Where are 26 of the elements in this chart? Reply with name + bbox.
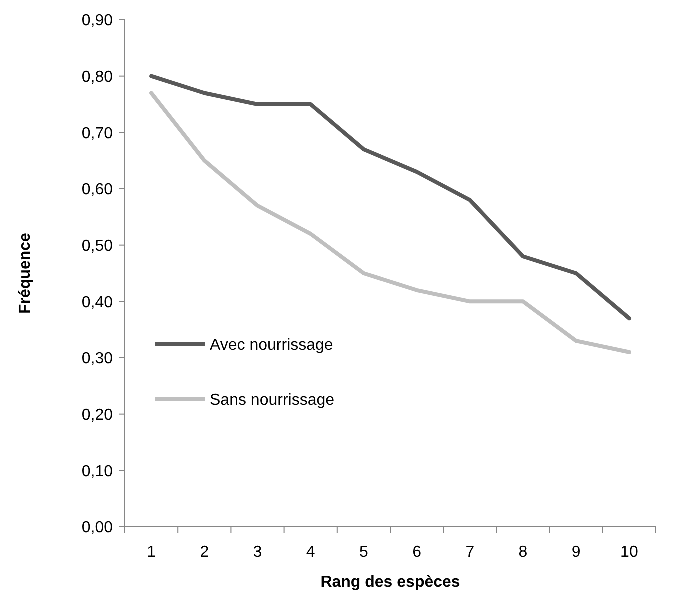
y-tick-label: 0,90 xyxy=(82,12,114,30)
line-series xyxy=(150,91,632,354)
y-axis-title: Fréquence xyxy=(17,232,34,314)
x-tick-label: 1 xyxy=(147,544,156,561)
x-tick-label: 3 xyxy=(253,544,262,561)
y-tick-label: 0,70 xyxy=(82,125,114,142)
x-tick-label: 6 xyxy=(412,544,422,561)
y-tick-label: 0,40 xyxy=(82,294,114,312)
y-tick-label: 0,80 xyxy=(82,68,114,86)
x-tick-label: 9 xyxy=(572,544,581,561)
x-axis-title: Rang des espèces xyxy=(320,574,460,591)
y-tick-label: 0,60 xyxy=(82,182,114,199)
x-tick-label: 7 xyxy=(466,544,475,561)
y-tick-label: 0,10 xyxy=(82,463,114,480)
legend-label: Sans nourrissage xyxy=(210,392,335,410)
x-tick-label: 8 xyxy=(518,544,528,561)
x-tick-label: 4 xyxy=(306,544,316,561)
x-tick-label: 5 xyxy=(359,544,368,561)
y-tick-label: 0,30 xyxy=(82,350,114,368)
x-tick-label: 10 xyxy=(620,544,638,561)
legend-label: Avec nourrissage xyxy=(210,337,334,354)
y-tick-label: 0,00 xyxy=(82,520,114,537)
line-series xyxy=(150,74,632,321)
y-tick-label: 0,50 xyxy=(82,238,114,255)
x-tick-label: 2 xyxy=(200,544,210,561)
y-tick-label: 0,20 xyxy=(82,406,114,424)
